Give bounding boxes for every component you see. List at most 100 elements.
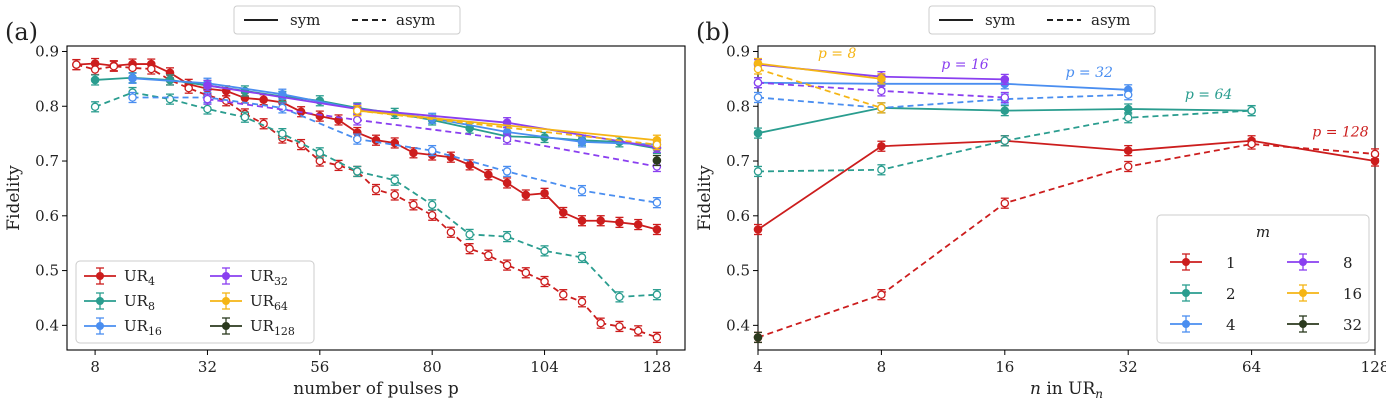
y-tick-label: 0.6	[726, 207, 750, 225]
data-point	[1123, 113, 1133, 123]
data-point	[1000, 136, 1010, 146]
data-point	[315, 156, 325, 166]
m-legend-label: 16	[1343, 285, 1362, 303]
legend-marker	[1182, 320, 1190, 328]
legend-label-base: UR	[124, 292, 149, 310]
data-point	[615, 322, 624, 331]
data-point	[753, 128, 763, 138]
legend-label-base: UR	[124, 317, 149, 335]
data-point	[1000, 106, 1010, 115]
data-point	[353, 134, 362, 144]
data-point	[484, 170, 493, 180]
data-point	[446, 227, 456, 237]
data-point	[353, 106, 362, 115]
y-tick-label: 0.4	[35, 316, 59, 334]
data-point	[596, 318, 605, 328]
data-point	[90, 102, 100, 112]
y-tick-label: 0.7	[726, 152, 750, 170]
legend-marker	[96, 322, 104, 330]
series-line	[757, 139, 1376, 231]
data-point	[184, 83, 193, 93]
y-axis-label: Fidelity	[4, 165, 24, 231]
data-point	[877, 290, 886, 299]
legend-marker	[1299, 289, 1307, 297]
data-point	[353, 167, 362, 176]
p-annotation: p = 128	[1312, 124, 1368, 140]
x-tick-label: 16	[995, 358, 1014, 376]
data-point	[128, 93, 137, 102]
plot-frame	[66, 45, 686, 351]
series-legend-box	[75, 260, 315, 344]
y-tick-label: 0.4	[726, 316, 750, 334]
data-point	[371, 185, 381, 194]
data-point	[484, 250, 493, 260]
data-point	[109, 62, 119, 71]
data-point	[521, 190, 531, 200]
x-tick-label: 8	[90, 358, 100, 376]
data-point	[1123, 162, 1133, 171]
data-point	[502, 167, 512, 176]
p-annotation: p = 64	[1185, 87, 1232, 103]
data-point	[577, 253, 587, 262]
data-point	[615, 292, 624, 302]
data-point	[465, 230, 474, 239]
legend-label-base: UR	[124, 267, 149, 285]
data-point	[502, 178, 512, 188]
data-point	[72, 60, 81, 69]
legend-marker	[222, 272, 230, 280]
data-point	[502, 260, 512, 270]
y-tick-label: 0.7	[35, 152, 59, 170]
data-point	[596, 216, 606, 226]
m-legend-box	[1156, 214, 1370, 344]
data-point	[559, 290, 568, 299]
x-tick-label: 80	[423, 358, 442, 376]
data-point	[753, 64, 763, 74]
data-point	[128, 74, 137, 83]
data-point	[1123, 104, 1133, 114]
y-tick-label: 0.8	[35, 97, 59, 115]
data-point	[315, 111, 325, 121]
data-point	[502, 232, 512, 241]
data-point	[753, 167, 763, 176]
x-tick-label: 64	[1242, 358, 1261, 376]
data-point	[615, 218, 624, 227]
data-point	[203, 94, 212, 104]
y-tick-label: 0.5	[726, 262, 750, 280]
legend-sym-label: sym	[985, 11, 1015, 29]
data-point	[652, 198, 662, 207]
data-point	[753, 78, 763, 87]
x-axis-label: number of pulses p	[293, 379, 459, 399]
panel-a: 8 32 56 80 104 128 0.4 0.5 0.6 0.7 0.8 0.9 Fidelity n…	[4, 5, 686, 399]
data-point	[427, 200, 437, 210]
data-point	[540, 189, 549, 198]
legend-label: UR128	[250, 317, 295, 338]
series-line	[76, 62, 658, 231]
data-point	[409, 200, 418, 210]
data-point	[465, 244, 474, 253]
m-legend-label: 8	[1343, 254, 1353, 272]
data-point	[753, 333, 763, 342]
data-point	[1370, 149, 1380, 159]
x-tick-label: 32	[1119, 358, 1138, 376]
legend-label: UR32	[250, 267, 288, 288]
data-point	[1247, 139, 1256, 149]
data-point	[633, 326, 643, 336]
data-point	[877, 165, 886, 175]
data-point	[203, 81, 212, 90]
data-point	[90, 75, 100, 85]
m-legend-label: 32	[1343, 316, 1362, 334]
series-line	[207, 98, 658, 168]
data-point	[577, 297, 587, 307]
x-tick-label: 32	[198, 358, 217, 376]
series-line	[757, 81, 1129, 91]
p-annotation: p = 16	[941, 57, 989, 73]
x-tick-label: 128	[1361, 358, 1386, 376]
legend-marker	[96, 297, 104, 305]
legend-label-sub: 64	[274, 300, 288, 313]
legend-label: UR4	[124, 267, 155, 288]
data-point	[240, 112, 250, 122]
x-tick-label: 56	[310, 358, 329, 376]
data-point	[502, 134, 512, 144]
data-point	[353, 115, 362, 125]
